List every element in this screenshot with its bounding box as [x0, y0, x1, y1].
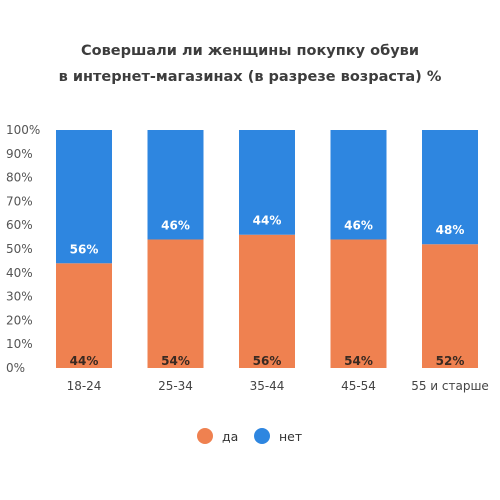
y-tick-label: 70%	[6, 194, 33, 208]
chart-title: Совершали ли женщины покупку обуви в инт…	[0, 38, 500, 90]
y-axis: 0% 10% 20% 30% 40% 50% 60% 70% 80% 90% 100%	[6, 123, 40, 375]
legend-marker	[254, 428, 270, 444]
y-tick-label: 50%	[6, 242, 33, 256]
bar-segment-yes	[147, 239, 204, 368]
legend-label: да	[222, 429, 238, 444]
bar-segment-no	[56, 130, 112, 264]
data-label: 54%	[161, 354, 190, 368]
y-tick-label: 30%	[6, 290, 33, 304]
data-label: 56%	[253, 354, 282, 368]
y-tick-label: 10%	[6, 337, 33, 351]
data-label: 46%	[161, 218, 190, 232]
data-label: 48%	[436, 223, 465, 237]
bar-segment-no	[330, 130, 387, 240]
bar-segment-no	[147, 130, 204, 240]
chart-title-line-1: Совершали ли женщины покупку обуви	[81, 43, 419, 59]
bar-segment-yes	[239, 234, 295, 368]
data-label: 54%	[344, 354, 373, 368]
x-tick-label: 18-24	[67, 379, 102, 393]
data-label: 52%	[436, 354, 465, 368]
data-label: 56%	[70, 242, 99, 256]
bars	[56, 130, 478, 368]
x-tick-label: 35-44	[250, 379, 285, 393]
x-tick-label: 55 и старше	[411, 379, 489, 393]
data-labels: 44% 56% 54% 46% 56% 44% 54% 46% 52% 48%	[70, 214, 465, 368]
x-axis: 18-24 25-34 35-44 45-54 55 и старше	[67, 379, 489, 393]
data-label: 46%	[344, 218, 373, 232]
bar-segment-yes	[422, 244, 478, 368]
data-label: 44%	[253, 214, 282, 228]
bar-segment-no	[422, 130, 478, 245]
legend-label: нет	[279, 429, 302, 444]
x-tick-label: 45-54	[341, 379, 376, 393]
bar-segment-yes	[56, 263, 112, 368]
y-tick-label: 40%	[6, 266, 33, 280]
x-tick-label: 25-34	[158, 379, 193, 393]
y-tick-label: 80%	[6, 171, 33, 185]
chart-title-line-2: в интернет-магазинах (в разрезе возраста…	[58, 69, 442, 85]
bar-segment-yes	[330, 239, 387, 368]
y-tick-label: 90%	[6, 147, 33, 161]
y-tick-label: 60%	[6, 218, 33, 232]
data-label: 44%	[70, 354, 99, 368]
y-tick-label: 100%	[6, 123, 40, 137]
legend: да нет	[197, 428, 302, 444]
legend-marker	[197, 428, 213, 444]
y-tick-label: 20%	[6, 313, 33, 327]
bar-segment-no	[239, 130, 295, 235]
y-tick-label: 0%	[6, 361, 25, 375]
